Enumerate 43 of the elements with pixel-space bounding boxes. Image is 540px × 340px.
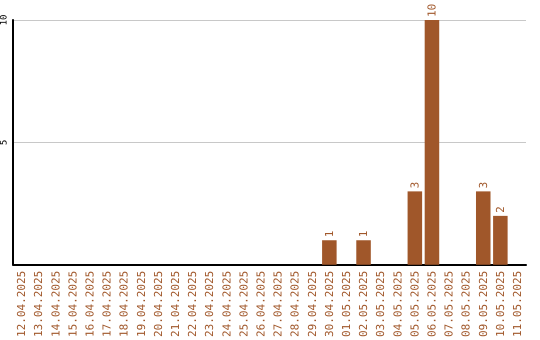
x-tick-label: 16.04.2025 bbox=[83, 270, 96, 338]
x-tick-label: 05.05.2025 bbox=[408, 270, 422, 338]
x-tick-label: 20.04.2025 bbox=[152, 270, 165, 338]
data-label: 10 bbox=[425, 4, 438, 17]
bar bbox=[493, 216, 508, 265]
bar bbox=[424, 20, 440, 265]
x-tick-label: 04.05.2025 bbox=[391, 270, 404, 338]
bar bbox=[408, 191, 422, 265]
data-label: 3 bbox=[408, 182, 422, 188]
data-label: 2 bbox=[494, 206, 507, 213]
bar bbox=[476, 191, 491, 265]
bar bbox=[356, 240, 371, 265]
x-tick-label: 07.05.2025 bbox=[442, 270, 456, 338]
x-tick-label: 13.04.2025 bbox=[32, 270, 46, 338]
x-tick-label: 27.04.2025 bbox=[272, 270, 285, 338]
x-tick-label: 28.04.2025 bbox=[288, 270, 302, 338]
x-tick-label: 01.05.2025 bbox=[340, 270, 353, 338]
x-tick-label: 11.05.2025 bbox=[510, 270, 524, 338]
x-tick-label: 25.04.2025 bbox=[237, 270, 250, 338]
x-tick-label: 24.04.2025 bbox=[220, 270, 234, 338]
x-tick-label: 03.05.2025 bbox=[374, 270, 388, 338]
x-tick-label: 18.04.2025 bbox=[118, 270, 131, 338]
x-tick-label: 12.04.2025 bbox=[15, 270, 28, 338]
x-tick-label: 02.05.2025 bbox=[357, 270, 370, 338]
x-tick-label: 09.05.2025 bbox=[476, 270, 490, 338]
x-tick-label: 17.04.2025 bbox=[100, 270, 114, 338]
data-label: 1 bbox=[322, 230, 336, 238]
data-label: 1 bbox=[357, 230, 370, 238]
x-tick-label: 15.04.2025 bbox=[66, 270, 80, 338]
data-label: 3 bbox=[476, 182, 490, 188]
x-tick-label: 22.04.2025 bbox=[186, 270, 200, 338]
x-tick-label: 10.05.2025 bbox=[494, 270, 507, 338]
x-tick-label: 19.04.2025 bbox=[134, 270, 148, 338]
x-tick-label: 30.04.2025 bbox=[322, 270, 336, 338]
x-tick-label: 26.04.2025 bbox=[254, 270, 268, 338]
y-tick-label: 5 bbox=[0, 140, 10, 146]
x-tick-label: 06.05.2025 bbox=[425, 270, 438, 338]
x-tick-label: 08.05.2025 bbox=[460, 270, 473, 338]
x-tick-label: 23.04.2025 bbox=[203, 270, 216, 338]
x-tick-label: 29.04.2025 bbox=[306, 270, 319, 338]
bar bbox=[322, 240, 337, 265]
x-tick-label: 14.04.2025 bbox=[49, 270, 62, 338]
x-tick-label: 21.04.2025 bbox=[168, 270, 182, 338]
